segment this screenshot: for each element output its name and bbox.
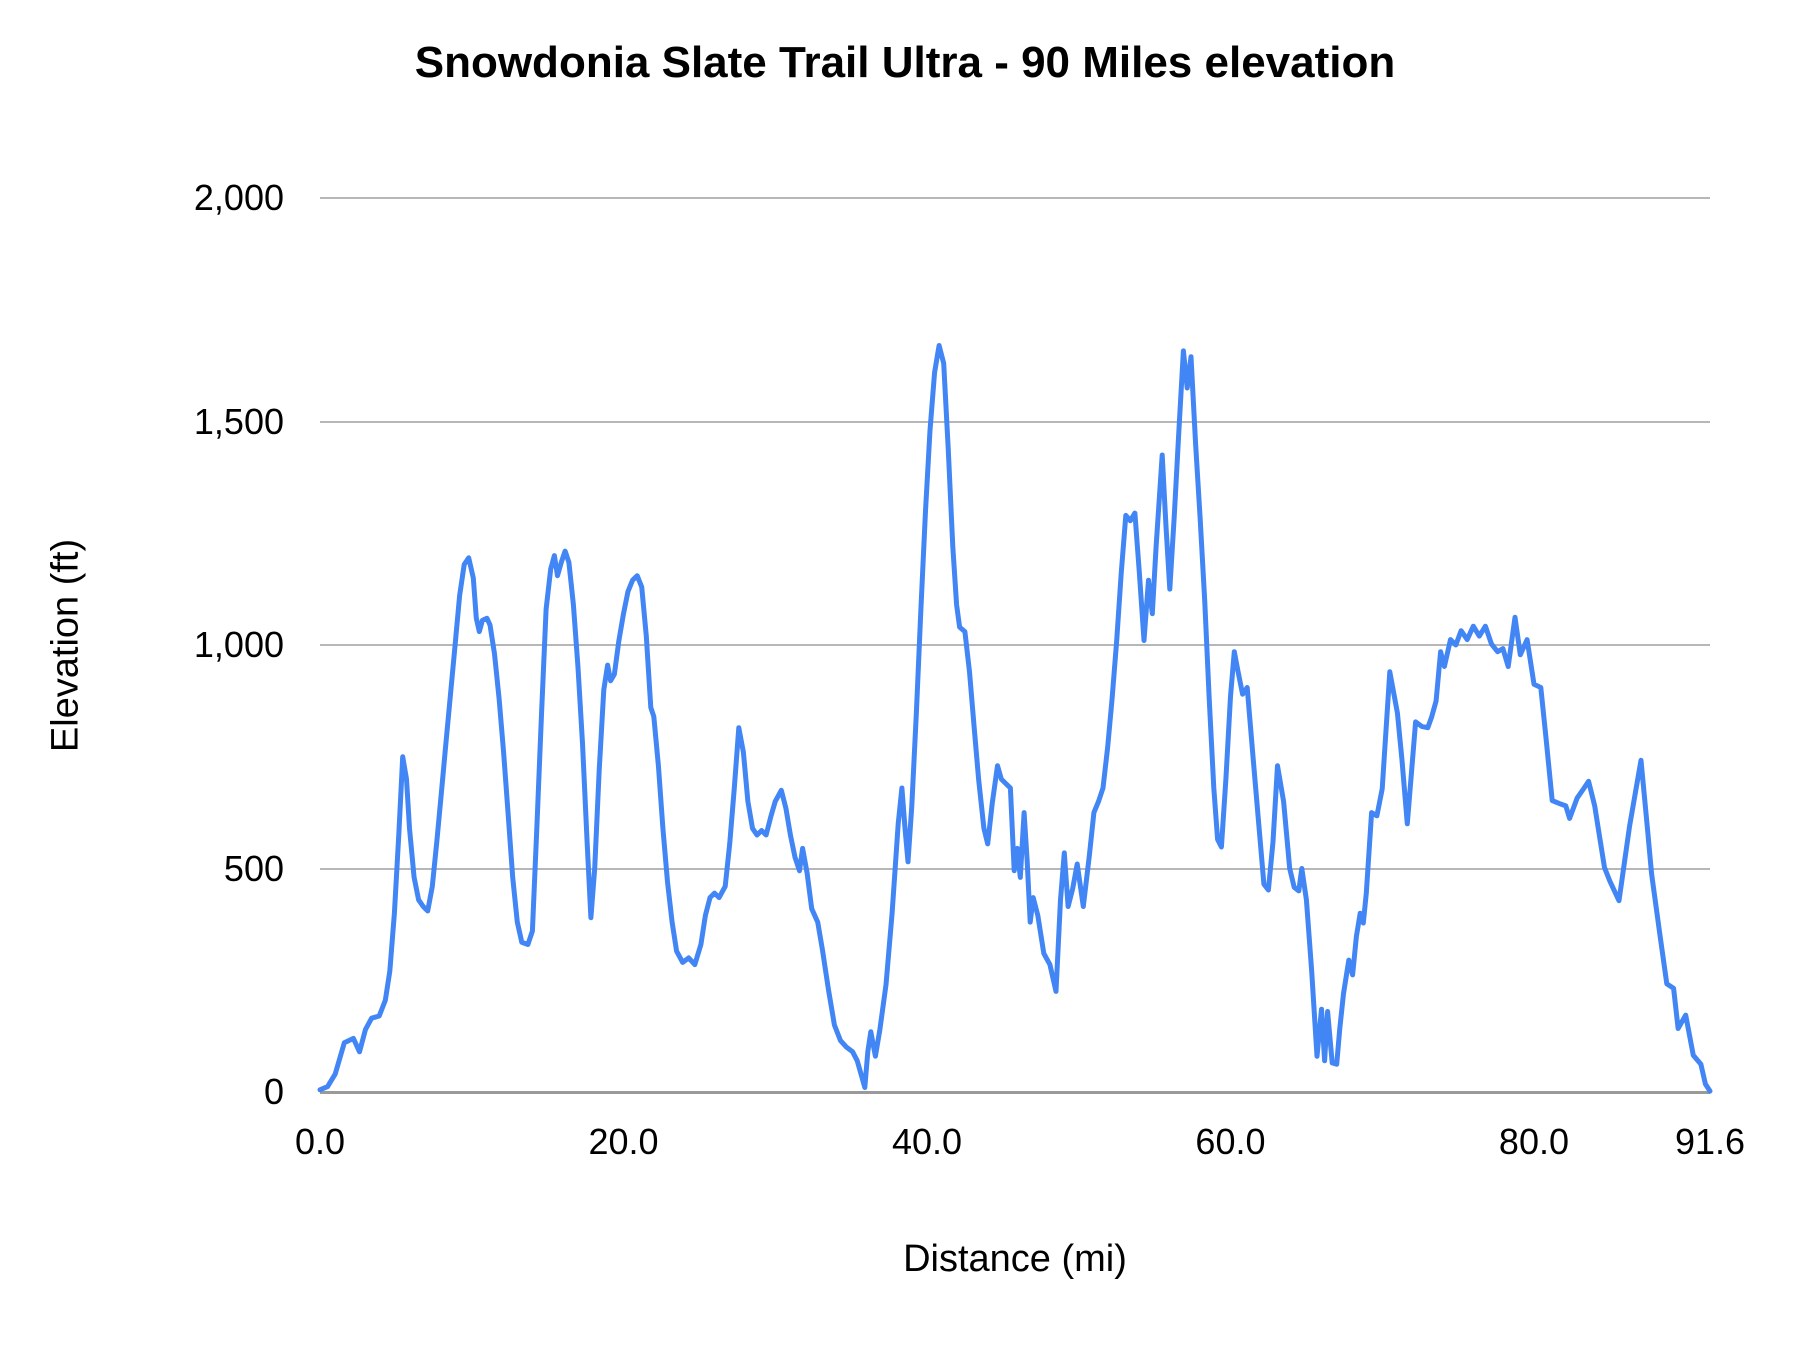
x-tick-label-60.0: 60.0 — [1195, 1121, 1266, 1162]
x-tick-label-0.0: 0.0 — [294, 1121, 346, 1162]
y-tick-label-1500: 1,500 — [193, 400, 284, 442]
y-tick-label-2000: 2,000 — [193, 177, 284, 218]
x-axis-title: Distance (mi) — [903, 1238, 1127, 1280]
chart-title: Snowdonia Slate Trail Ultra - 90 Miles e… — [414, 38, 1396, 87]
gridline-1000 — [320, 644, 1710, 646]
x-tick-label-80.0: 80.0 — [1498, 1121, 1569, 1162]
x-axis-baseline — [320, 1091, 1710, 1094]
x-tick-label-40.0: 40.0 — [891, 1121, 963, 1162]
x-tick-label-20.0: 20.0 — [588, 1121, 659, 1162]
elevation-line — [317, 343, 1713, 1094]
y-tick-label-1000: 1,000 — [193, 624, 284, 665]
y-tick-label-0: 0 — [263, 1071, 284, 1112]
y-tick-label-500: 500 — [223, 847, 284, 889]
gridline-1500 — [320, 420, 1710, 423]
x-tick-label-91.6: 91.6 — [1674, 1121, 1746, 1162]
gridline-2000 — [320, 197, 1710, 199]
